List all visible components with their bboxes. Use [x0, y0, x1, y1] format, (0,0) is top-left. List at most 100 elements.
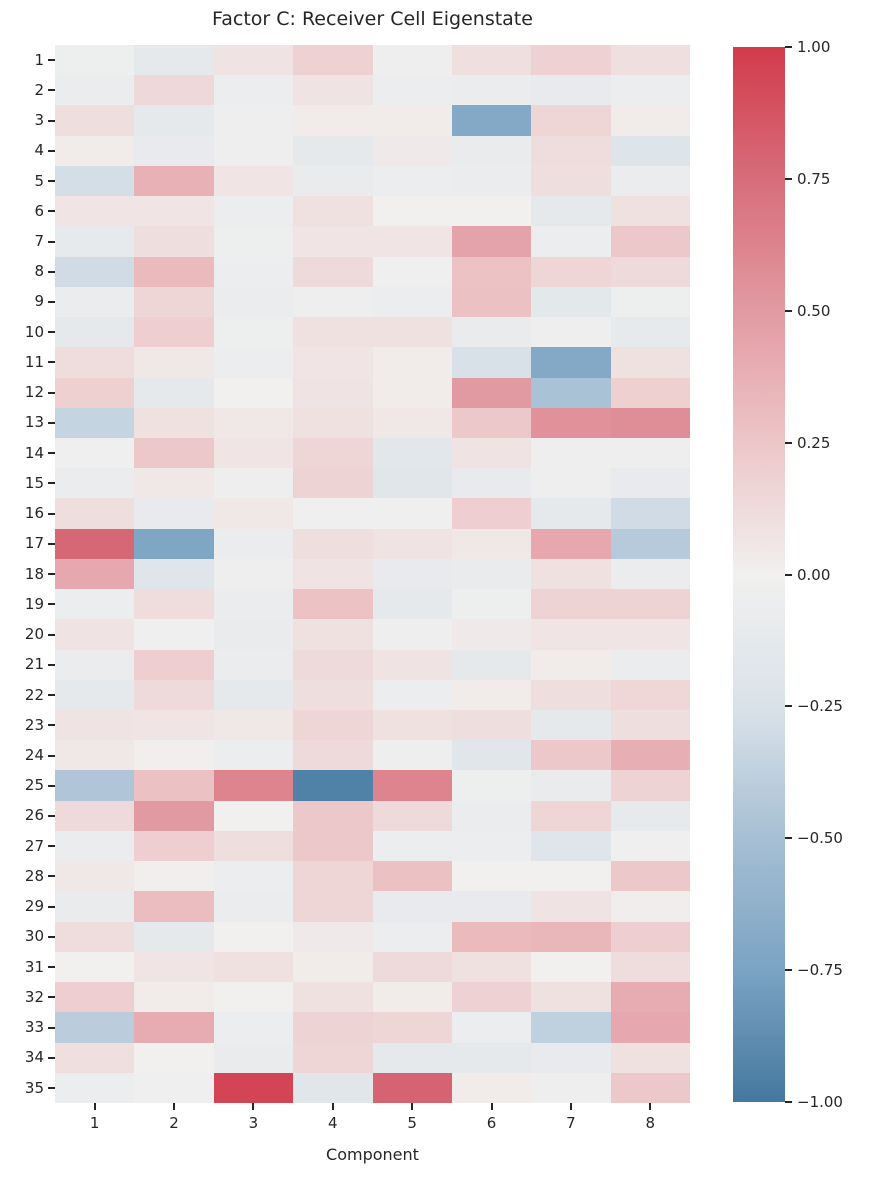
heatmap-cell: [293, 165, 373, 197]
x-axis: 1 2 3 4 5 6 7 8: [55, 1103, 690, 1147]
heatmap-cell: [134, 558, 214, 590]
heatmap-cell: [531, 679, 611, 711]
chart-title: Factor C: Receiver Cell Eigenstate: [212, 8, 533, 30]
y-tick: 19: [0, 589, 55, 619]
heatmap-cell: [531, 75, 611, 106]
y-tick-mark: [48, 89, 55, 92]
x-tick-label: 2: [169, 1114, 179, 1132]
y-tick-mark: [48, 814, 55, 817]
heatmap-cell: [531, 105, 611, 136]
colorbar-tick-label: 0.75: [797, 169, 831, 188]
y-tick: 20: [0, 619, 55, 649]
colorbar-tick-label: 0.25: [797, 433, 831, 452]
heatmap-cell: [451, 1012, 532, 1043]
colorbar-tick-mark: [785, 441, 792, 444]
heatmap-cell: [372, 679, 452, 711]
x-tick: 5: [373, 1103, 452, 1147]
heatmap-cell: [372, 528, 452, 559]
y-tick-label: 8: [34, 262, 44, 281]
heatmap-cell: [55, 226, 135, 257]
heatmap-cell: [293, 558, 373, 590]
colorbar-tick: 0.75: [785, 170, 830, 188]
heatmap-cell: [610, 468, 690, 499]
y-tick-mark: [48, 663, 55, 666]
heatmap-cell: [293, 740, 373, 771]
heatmap-cell: [293, 679, 373, 711]
heatmap-cell: [372, 830, 452, 862]
x-tick-label: 8: [645, 1114, 656, 1132]
y-tick-label: 18: [24, 564, 44, 583]
heatmap-cell: [55, 1012, 135, 1043]
heatmap-cell: [213, 1012, 294, 1043]
heatmap-cell: [55, 407, 135, 438]
heatmap-cell: [293, 1012, 373, 1043]
heatmap-cell: [293, 649, 373, 680]
heatmap-cell: [372, 619, 452, 650]
heatmap-cell: [55, 468, 135, 499]
y-tick-mark: [48, 482, 55, 485]
y-tick: 32: [0, 982, 55, 1012]
heatmap-cell: [55, 891, 135, 922]
colorbar-tick-mark: [785, 837, 792, 840]
heatmap-cell: [610, 196, 690, 227]
heatmap-cell: [451, 196, 532, 227]
heatmap-cell: [55, 861, 135, 892]
heatmap-cell: [134, 861, 214, 892]
heatmap-cell: [293, 528, 373, 559]
heatmap-cell: [293, 1042, 373, 1073]
heatmap-cell: [451, 1072, 532, 1103]
heatmap-cell: [213, 347, 294, 378]
heatmap-cell: [213, 468, 294, 499]
x-tick-label: 1: [89, 1114, 100, 1132]
y-tick-label: 14: [24, 443, 44, 462]
y-tick-label: 26: [24, 806, 44, 825]
heatmap-cell: [134, 75, 214, 106]
y-tick-label: 28: [24, 866, 44, 885]
heatmap-cell: [134, 951, 214, 983]
heatmap-cell: [451, 437, 532, 469]
heatmap-cell: [213, 830, 294, 862]
colorbar-tick: 0.50: [785, 302, 830, 320]
heatmap-cell: [531, 951, 611, 983]
heatmap-cell: [293, 619, 373, 650]
heatmap-cell: [55, 75, 135, 106]
heatmap-cell: [372, 589, 452, 620]
y-tick-mark: [48, 361, 55, 364]
heatmap-cell: [55, 377, 135, 408]
heatmap-cell: [372, 800, 452, 831]
heatmap-cell: [451, 740, 532, 771]
heatmap-cell: [55, 589, 135, 620]
y-tick-mark: [48, 845, 55, 848]
x-tick: 7: [531, 1103, 610, 1147]
heatmap-cell: [610, 1072, 690, 1103]
heatmap-cell: [213, 1042, 294, 1073]
y-tick-label: 25: [24, 776, 44, 795]
heatmap-cell: [451, 407, 532, 438]
colorbar-tick-mark: [785, 309, 792, 312]
heatmap-cell: [55, 256, 135, 287]
heatmap-cell: [134, 105, 214, 136]
heatmap-cell: [293, 317, 373, 348]
heatmap-cell: [134, 649, 214, 680]
heatmap-cell: [293, 891, 373, 922]
colorbar-tick: 0.00: [785, 566, 830, 584]
heatmap-cell: [213, 498, 294, 529]
heatmap-cell: [293, 437, 373, 469]
heatmap-cell: [372, 347, 452, 378]
heatmap-cell: [610, 45, 690, 76]
heatmap-cell: [55, 105, 135, 136]
y-tick: 25: [0, 771, 55, 801]
heatmap-cell: [55, 710, 135, 741]
y-tick-label: 2: [34, 80, 44, 99]
y-tick-label: 15: [24, 473, 44, 492]
x-tick-mark: [93, 1103, 96, 1110]
heatmap-cell: [451, 226, 532, 257]
y-tick-label: 11: [24, 352, 44, 371]
heatmap-cell: [293, 861, 373, 892]
heatmap-cell: [55, 317, 135, 348]
heatmap-cell: [372, 75, 452, 106]
heatmap-cell: [372, 951, 452, 983]
y-tick: 17: [0, 529, 55, 559]
heatmap-cell: [213, 649, 294, 680]
heatmap-cell: [531, 286, 611, 318]
